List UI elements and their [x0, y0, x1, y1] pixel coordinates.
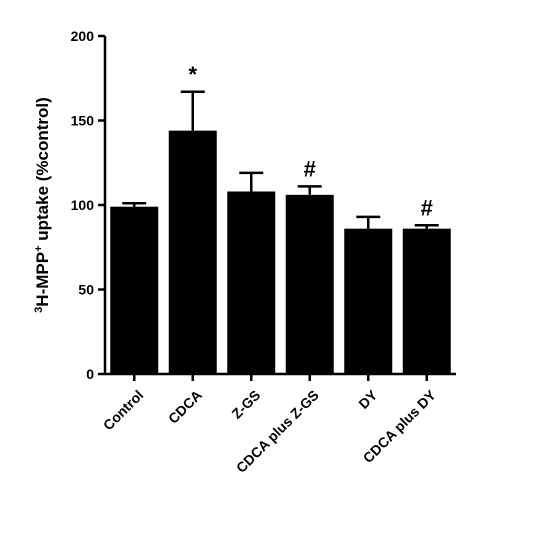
y-axis-label-superscript-prefix: 3 — [33, 307, 45, 313]
bar — [344, 228, 393, 374]
bar — [285, 194, 334, 374]
annotations: * # # — [188, 62, 432, 221]
error-bars — [122, 90, 439, 229]
svg-text:3H-MPP+ uptake (%control): 3H-MPP+ uptake (%control) — [33, 97, 52, 313]
y-tick-label: 200 — [71, 28, 95, 44]
y-tick-label: 0 — [86, 366, 94, 382]
x-tick-label: Control — [100, 387, 147, 434]
bar — [168, 130, 217, 374]
significance-marker: * — [188, 62, 197, 87]
y-tick-label: 50 — [78, 282, 94, 298]
y-tick-label: 150 — [71, 113, 95, 129]
y-axis-label-superscript-suffix: + — [33, 245, 45, 251]
y-axis-label-rest: uptake (%control) — [33, 97, 52, 245]
x-tick-label: Z-GS — [228, 387, 263, 422]
y-tick-label: 100 — [71, 197, 95, 213]
x-tick-label: DY — [355, 386, 381, 412]
bars — [110, 130, 451, 374]
axes: 0 50 100 150 200 — [71, 28, 456, 382]
x-tick-label: CDCA — [165, 387, 205, 427]
bar — [110, 206, 159, 374]
y-axis-label: 3H-MPP+ uptake (%control) — [33, 97, 52, 313]
significance-marker: # — [304, 156, 316, 181]
significance-marker: # — [421, 195, 433, 220]
bar — [227, 191, 276, 374]
y-axis-label-main: H-MPP — [33, 252, 52, 307]
bar — [402, 228, 451, 374]
